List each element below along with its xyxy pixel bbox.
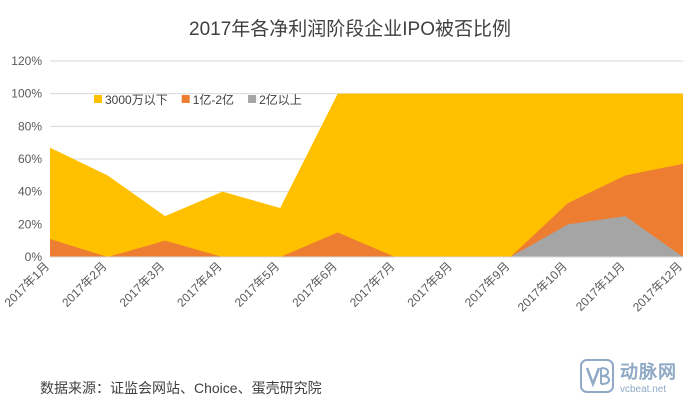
vb-logo-icon bbox=[580, 359, 614, 393]
x-axis: 2017年1月 2017年2月 2017年3月 2017年4月 2017年5月 2017年… bbox=[2, 256, 685, 314]
watermark-brand: 动脉网 bbox=[620, 361, 677, 382]
y-tick-label: 0% bbox=[25, 250, 43, 264]
legend-label: 3000万以下 bbox=[105, 93, 168, 107]
x-tick-label: 2017年9月 bbox=[462, 259, 512, 309]
x-tick-label: 2017年6月 bbox=[289, 259, 339, 309]
x-tick-label: 2017年10月 bbox=[515, 259, 570, 314]
x-tick-label: 2017年5月 bbox=[232, 259, 282, 309]
x-tick-label: 2017年4月 bbox=[174, 259, 224, 309]
x-tick-label: 2017年2月 bbox=[59, 259, 109, 309]
y-tick-label: 60% bbox=[18, 152, 42, 166]
y-tick-label: 100% bbox=[11, 87, 42, 101]
legend-swatch bbox=[248, 95, 257, 103]
x-tick-label: 2017年12月 bbox=[630, 259, 685, 314]
x-tick-label: 2017年1月 bbox=[2, 259, 52, 309]
legend-label: 1亿-2亿 bbox=[193, 92, 234, 107]
y-tick-label: 20% bbox=[18, 217, 42, 231]
chart-title: 2017年各净利润阶段企业IPO被否比例 bbox=[189, 19, 511, 40]
x-tick-label: 2017年3月 bbox=[117, 259, 167, 309]
watermark: 动脉网 vcbeat.net bbox=[580, 354, 690, 398]
x-tick-label: 2017年8月 bbox=[404, 259, 454, 309]
series-areas bbox=[50, 93, 683, 258]
watermark-url: vcbeat.net bbox=[620, 383, 667, 395]
x-tick-label: 2017年11月 bbox=[573, 259, 628, 314]
legend: 3000万以下 1亿-2亿 2亿以上 bbox=[94, 92, 302, 107]
source-note: 数据来源：证监会网站、Choice、蛋壳研究院 bbox=[40, 380, 322, 396]
y-tick-label: 120% bbox=[11, 54, 42, 68]
legend-label: 2亿以上 bbox=[259, 92, 302, 107]
y-tick-label: 80% bbox=[18, 119, 42, 133]
legend-swatch bbox=[94, 95, 102, 103]
y-tick-label: 40% bbox=[18, 185, 42, 199]
legend-swatch bbox=[181, 95, 190, 103]
area-series-3 bbox=[50, 216, 683, 257]
x-tick-label: 2017年7月 bbox=[347, 259, 397, 309]
y-axis: 0% 20% 40% 60% 80% 100% 120% bbox=[11, 54, 42, 264]
area-series-1 bbox=[50, 93, 683, 258]
